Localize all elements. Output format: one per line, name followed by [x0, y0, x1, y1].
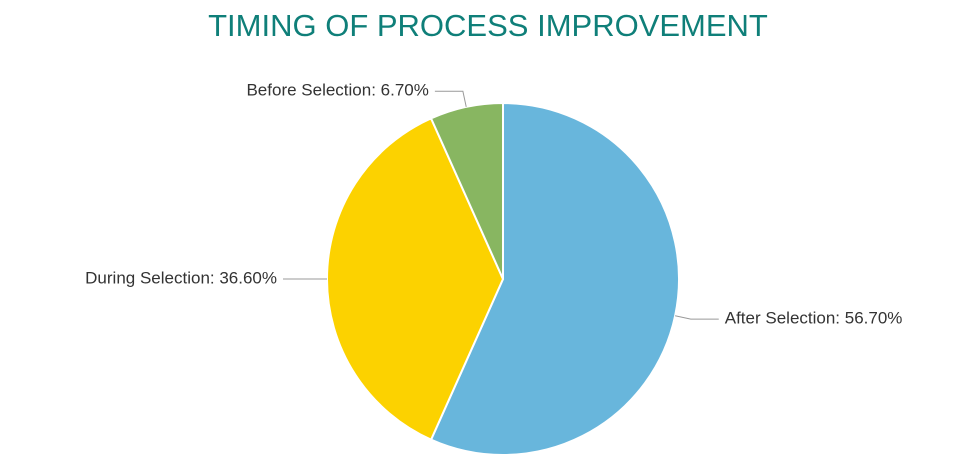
pie-slice: [429, 101, 504, 280]
leader-line: [434, 90, 467, 107]
data-label: After Selection: 56.70%: [725, 309, 903, 328]
leader-line: [675, 315, 719, 320]
pie-slice: [326, 117, 505, 441]
pie-slice: [429, 101, 680, 455]
data-label: During Selection: 36.60%: [85, 268, 277, 287]
data-label: Before Selection: 6.70%: [246, 81, 428, 100]
chart-title: TIMING OF PROCESS IMPROVEMENT: [208, 8, 768, 43]
